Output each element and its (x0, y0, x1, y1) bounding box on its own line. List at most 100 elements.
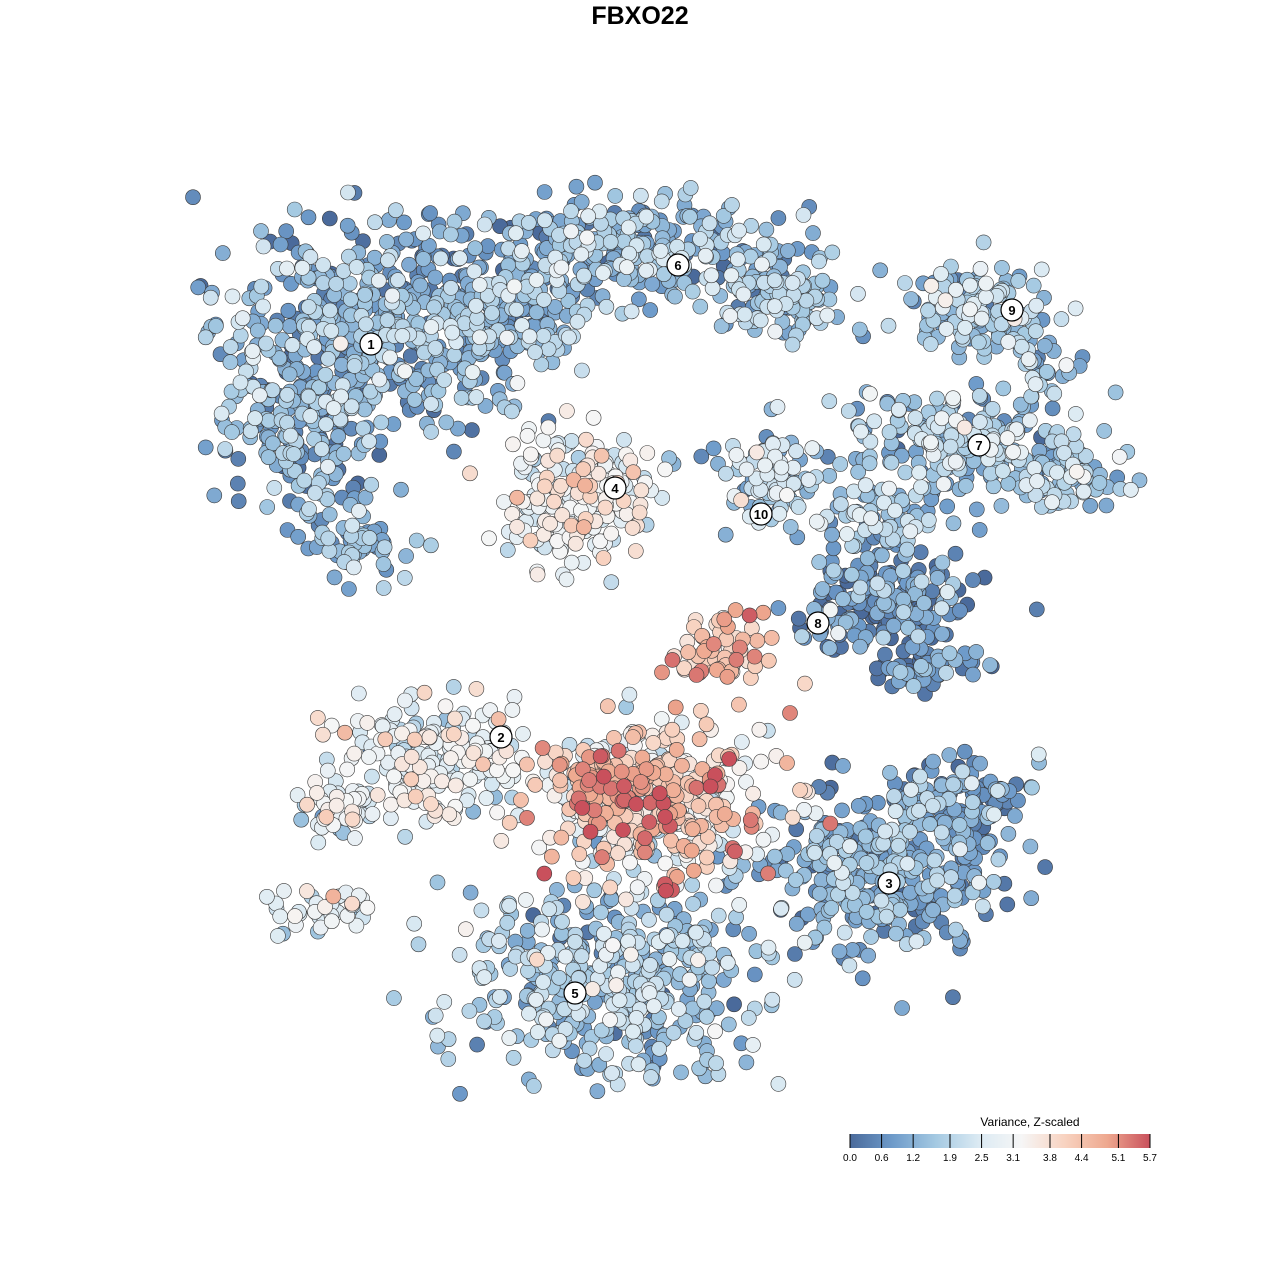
data-point (668, 741, 685, 758)
data-point (603, 574, 620, 591)
data-point (832, 496, 849, 513)
data-point (610, 845, 626, 861)
data-point (717, 526, 734, 543)
data-point (746, 648, 763, 665)
data-point (968, 644, 985, 660)
data-point (811, 885, 828, 902)
data-point (406, 915, 423, 932)
data-point (688, 1025, 705, 1041)
data-point (299, 883, 315, 899)
data-point (727, 843, 743, 860)
data-point (375, 556, 392, 572)
data-point (501, 1030, 518, 1046)
data-point (641, 985, 658, 1001)
data-point (923, 277, 940, 294)
data-point (451, 946, 468, 963)
data-point (377, 731, 394, 748)
data-point (1044, 494, 1060, 511)
data-point (393, 481, 409, 498)
data-point (598, 1046, 614, 1062)
data-point (892, 901, 908, 918)
data-point (873, 892, 890, 909)
data-point (247, 410, 263, 427)
cluster-label-3: 3 (877, 871, 901, 895)
data-point (979, 835, 996, 851)
data-point (890, 837, 907, 854)
data-point (202, 289, 219, 306)
data-point (217, 441, 233, 457)
data-point (740, 1010, 757, 1026)
data-point (995, 380, 1012, 397)
data-point (563, 203, 579, 219)
data-point (852, 579, 869, 596)
data-point (607, 188, 624, 204)
data-point (749, 632, 766, 649)
data-point (658, 882, 674, 899)
data-point (621, 686, 638, 703)
data-point (965, 572, 981, 588)
data-point (515, 726, 531, 742)
data-point (397, 363, 413, 380)
data-point (522, 532, 539, 549)
data-point (290, 528, 307, 545)
data-point (379, 234, 395, 250)
data-point (688, 924, 704, 941)
data-point (716, 611, 733, 628)
data-point (858, 903, 875, 920)
data-point (701, 973, 717, 990)
data-point (670, 1001, 687, 1017)
data-point (814, 272, 831, 289)
data-point (320, 458, 336, 475)
data-point (371, 447, 388, 463)
data-point (285, 446, 302, 462)
data-point (945, 390, 961, 407)
data-point (344, 811, 361, 828)
data-point (751, 721, 768, 738)
data-point (970, 334, 987, 351)
data-point (625, 1023, 641, 1040)
data-point (535, 974, 551, 990)
data-point (697, 247, 714, 264)
data-point (1067, 300, 1084, 317)
data-point (1039, 363, 1055, 380)
data-point (215, 245, 231, 261)
data-point (509, 519, 525, 535)
data-point (255, 238, 272, 255)
data-point (522, 446, 539, 463)
data-point (821, 393, 838, 410)
data-point (321, 210, 338, 227)
data-point (664, 721, 681, 738)
data-point (1024, 779, 1040, 796)
data-point (525, 1078, 542, 1094)
data-point (708, 877, 724, 894)
data-point (691, 731, 708, 748)
data-point (260, 449, 277, 466)
data-point (651, 1041, 668, 1057)
cluster-label-text: 7 (975, 438, 982, 453)
data-point (197, 329, 214, 346)
data-point (728, 651, 745, 668)
data-point (702, 778, 719, 795)
data-point (821, 467, 838, 484)
data-point (835, 758, 851, 774)
data-point (824, 244, 841, 261)
data-point (441, 806, 458, 823)
data-point (922, 816, 938, 833)
data-point (533, 356, 550, 373)
data-point (978, 289, 994, 305)
data-point (536, 291, 552, 308)
data-point (1037, 338, 1053, 354)
data-point (311, 379, 327, 396)
data-point (763, 630, 780, 646)
data-point (806, 844, 823, 861)
data-point (913, 658, 929, 674)
data-point (598, 298, 615, 315)
data-point (857, 477, 874, 494)
data-point (317, 899, 333, 915)
data-point (348, 917, 365, 934)
data-point (842, 838, 858, 855)
data-point (681, 971, 698, 988)
data-point (569, 313, 586, 330)
data-point (514, 317, 530, 334)
data-point (266, 480, 283, 496)
